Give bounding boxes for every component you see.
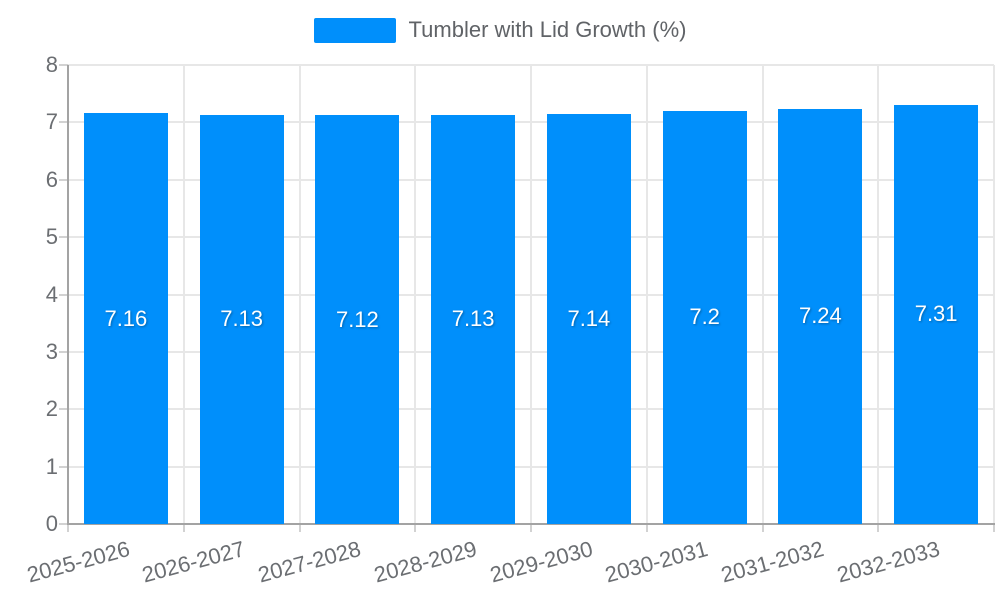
x-axis-tick-mark [67,524,69,532]
x-axis-tick-mark [182,524,185,532]
gridline-vertical [761,65,764,524]
x-axis-tick-mark [530,524,532,532]
y-axis-tick-mark [59,523,68,525]
x-tick-label: 2030-2031 [602,536,711,588]
y-tick-label: 4 [45,281,58,307]
bar-value-label: 7.13 [451,306,495,332]
bar[interactable]: 7.16 [83,113,168,524]
y-tick-label: 5 [45,224,58,250]
bar-value-label: 7.14 [567,306,611,332]
gridline-vertical [298,65,301,524]
y-tick-label: 3 [45,338,58,364]
bar[interactable]: 7.12 [315,115,400,524]
y-axis-tick-mark [59,350,68,353]
legend-swatch [313,17,396,43]
y-tick-label: 2 [45,396,58,422]
bar[interactable]: 7.14 [546,114,631,524]
y-axis-tick-mark [59,465,68,468]
gridline-vertical [993,65,995,524]
y-axis-tick-mark [59,408,68,411]
x-axis-tick-mark [645,524,648,532]
y-tick-label: 0 [45,511,58,536]
y-axis-tick-mark [59,64,68,66]
gridline-vertical [530,65,532,524]
y-axis-tick-mark [59,121,68,124]
x-axis-tick-mark [877,524,880,532]
bar[interactable]: 7.13 [199,114,284,524]
y-axis-tick-mark [59,293,68,296]
gridline-vertical [414,65,417,524]
bar[interactable]: 7.24 [778,108,863,524]
bar-value-label: 7.13 [220,306,264,332]
bar[interactable]: 7.31 [894,104,979,524]
x-axis-line [67,523,995,525]
bar[interactable]: 7.13 [431,114,516,524]
bar-value-label: 7.12 [335,306,379,332]
y-tick-label: 1 [45,453,58,479]
x-tick-label: 2029-2030 [486,536,596,588]
x-tick-label: 2028-2029 [371,536,480,588]
bar[interactable]: 7.2 [662,110,747,524]
bar-value-label: 7.2 [689,304,720,330]
y-axis-tick-mark [59,178,68,181]
x-tick-label: 2031-2032 [718,536,827,588]
bar-value-label: 7.16 [104,305,148,331]
x-axis-tick-mark [993,524,995,532]
x-axis-tick-mark [298,524,301,532]
bar-value-label: 7.24 [798,303,842,329]
legend-item[interactable]: Tumbler with Lid Growth (%) [0,15,1000,45]
gridline-vertical [877,65,880,524]
bar-value-label: 7.31 [914,301,958,327]
gridline-vertical [645,65,648,524]
x-tick-label: 2032-2033 [834,536,943,588]
y-tick-label: 7 [45,109,58,135]
legend-label: Tumbler with Lid Growth (%) [408,17,687,42]
gridline-vertical [182,65,185,524]
y-axis-line [67,65,69,524]
x-axis-tick-mark [761,524,764,532]
y-tick-label: 6 [45,166,58,192]
y-axis-tick-mark [59,236,68,239]
x-axis-tick-mark [414,524,417,532]
x-tick-label: 2026-2027 [139,536,248,588]
y-tick-label: 8 [45,52,58,77]
x-tick-label: 2027-2028 [255,536,364,588]
x-tick-label: 2025-2026 [23,536,133,588]
